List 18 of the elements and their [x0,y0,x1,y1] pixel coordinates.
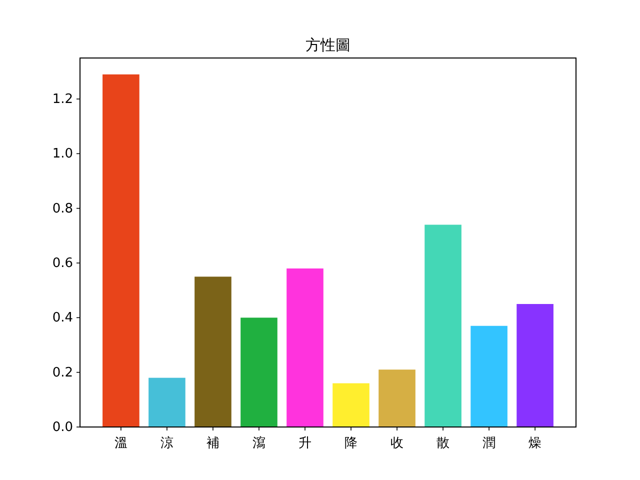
x-tick-label: 收 [390,436,404,451]
x-tick-label: 升 [298,436,312,451]
y-tick-label: 1.0 [52,146,73,162]
x-tick-label: 潤 [482,436,496,451]
y-tick-label: 0.4 [52,310,73,326]
y-tick-label: 0.8 [52,201,73,216]
x-tick-label: 瀉 [252,436,266,451]
y-tick-label: 0.6 [52,256,73,271]
y-tick-label: 0.2 [52,365,73,380]
x-tick-label: 溫 [114,436,128,451]
x-tick-label: 降 [344,436,358,451]
x-tick-label: 燥 [528,436,542,451]
chart-title: 方性圖 [306,36,350,54]
y-tick-label: 0.0 [52,420,73,435]
x-tick-label: 補 [206,436,220,451]
x-tick-label: 涼 [160,436,174,451]
x-tick-label: 散 [436,436,450,451]
y-tick-label: 1.2 [52,92,73,107]
